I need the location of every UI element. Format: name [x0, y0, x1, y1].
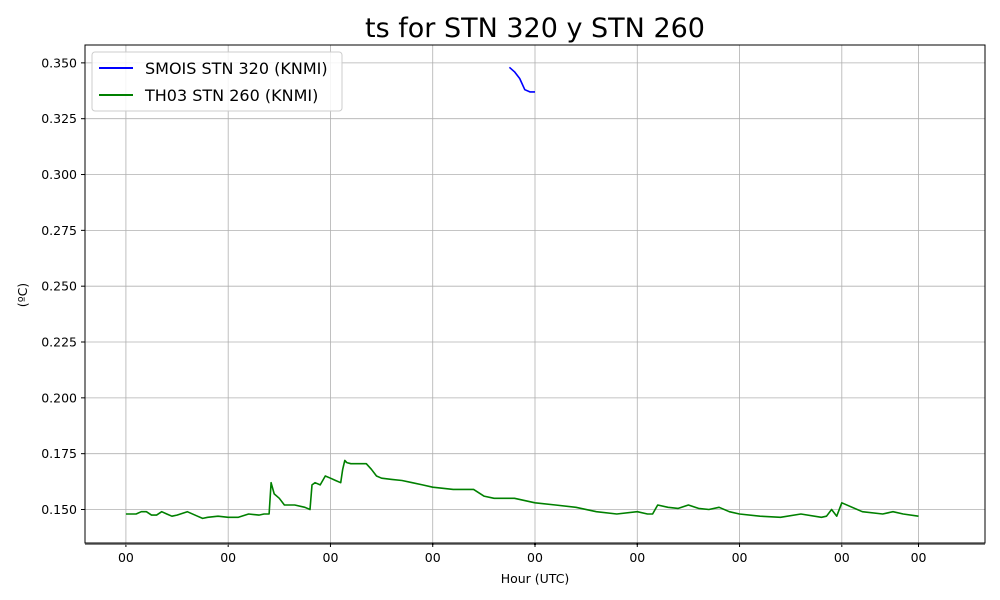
x-tick-label: 00 — [834, 550, 850, 565]
y-tick-label: 0.250 — [41, 279, 77, 294]
series-layer — [125, 66, 919, 520]
series-line-th03 — [125, 459, 919, 520]
y-tick-label: 0.325 — [41, 111, 77, 126]
y-axis-ticks: 0.150 0.175 0.200 0.225 0.250 0.275 0.300 0.325… — [41, 55, 85, 517]
y-tick-label: 0.275 — [41, 223, 77, 238]
legend-box — [91, 51, 343, 112]
legend-label-smois: SMOIS STN 320 (KNMI) — [145, 59, 328, 78]
y-tick-label: 0.225 — [41, 335, 77, 350]
legend-label-th03: TH03 STN 260 (KNMI) — [144, 86, 318, 105]
x-axis-ticks: 00 00 00 00 00 00 00 00 00 — [85, 543, 985, 565]
chart-title: ts for STN 320 y STN 260 — [365, 13, 705, 44]
x-tick-label: 00 — [629, 550, 645, 565]
x-tick-label: 00 — [911, 550, 927, 565]
y-tick-label: 0.175 — [41, 446, 77, 461]
x-axis-label: Hour (UTC) — [501, 571, 570, 586]
y-tick-label: 0.200 — [41, 390, 77, 405]
x-tick-label: 00 — [118, 550, 134, 565]
x-tick-label: 00 — [323, 550, 339, 565]
x-tick-label: 00 — [425, 550, 441, 565]
x-tick-label: 00 — [732, 550, 748, 565]
y-tick-label: 0.350 — [41, 55, 77, 70]
x-tick-label: 00 — [220, 550, 236, 565]
grid-lines — [85, 45, 985, 543]
y-tick-label: 0.300 — [41, 167, 77, 182]
y-axis-label: (ºC) — [15, 283, 30, 307]
y-tick-label: 0.150 — [41, 502, 77, 517]
legend: SMOIS STN 320 (KNMI) TH03 STN 260 (KNMI) — [91, 51, 343, 112]
series-line-smois — [508, 66, 535, 93]
x-tick-label: 00 — [527, 550, 543, 565]
